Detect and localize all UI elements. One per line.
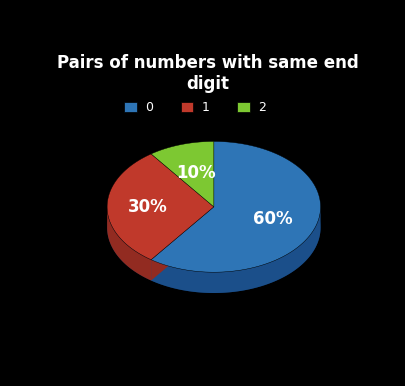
Polygon shape	[151, 207, 214, 281]
Bar	[124, 102, 137, 112]
Text: 1: 1	[201, 101, 209, 114]
Text: 30%: 30%	[128, 198, 168, 216]
Polygon shape	[151, 207, 214, 281]
Text: 2: 2	[258, 101, 266, 114]
Text: 60%: 60%	[253, 210, 292, 227]
Bar	[237, 102, 250, 112]
Polygon shape	[107, 207, 151, 281]
Polygon shape	[151, 207, 320, 293]
Text: Pairs of numbers with same end
digit: Pairs of numbers with same end digit	[57, 54, 358, 93]
Polygon shape	[151, 141, 320, 272]
Bar	[181, 102, 194, 112]
Polygon shape	[107, 154, 214, 260]
Polygon shape	[151, 141, 214, 207]
Text: 0: 0	[145, 101, 153, 114]
Text: 10%: 10%	[176, 164, 215, 182]
Polygon shape	[107, 162, 321, 293]
